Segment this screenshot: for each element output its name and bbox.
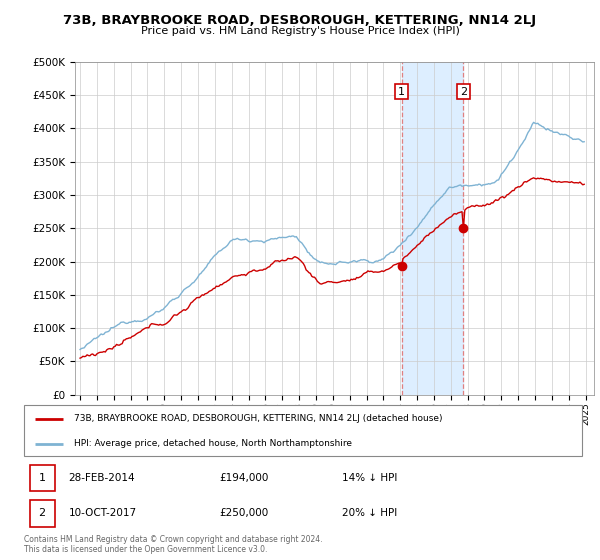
Text: 10-OCT-2017: 10-OCT-2017 bbox=[68, 508, 137, 518]
Text: 2: 2 bbox=[38, 508, 46, 518]
Text: 1: 1 bbox=[398, 87, 405, 96]
Text: HPI: Average price, detached house, North Northamptonshire: HPI: Average price, detached house, Nort… bbox=[74, 439, 352, 448]
Text: 2: 2 bbox=[460, 87, 467, 96]
Bar bbox=[401, 62, 463, 395]
Text: £250,000: £250,000 bbox=[220, 508, 269, 518]
Text: 73B, BRAYBROOKE ROAD, DESBOROUGH, KETTERING, NN14 2LJ: 73B, BRAYBROOKE ROAD, DESBOROUGH, KETTER… bbox=[64, 14, 536, 27]
Text: 73B, BRAYBROOKE ROAD, DESBOROUGH, KETTERING, NN14 2LJ (detached house): 73B, BRAYBROOKE ROAD, DESBOROUGH, KETTER… bbox=[74, 414, 443, 423]
Text: 28-FEB-2014: 28-FEB-2014 bbox=[68, 473, 135, 483]
Text: 14% ↓ HPI: 14% ↓ HPI bbox=[342, 473, 397, 483]
Bar bbox=[29, 465, 55, 491]
Text: Price paid vs. HM Land Registry's House Price Index (HPI): Price paid vs. HM Land Registry's House … bbox=[140, 26, 460, 36]
Text: 20% ↓ HPI: 20% ↓ HPI bbox=[342, 508, 397, 518]
Text: 1: 1 bbox=[38, 473, 46, 483]
Bar bbox=[29, 500, 55, 526]
Text: Contains HM Land Registry data © Crown copyright and database right 2024.
This d: Contains HM Land Registry data © Crown c… bbox=[24, 535, 323, 554]
Text: £194,000: £194,000 bbox=[220, 473, 269, 483]
